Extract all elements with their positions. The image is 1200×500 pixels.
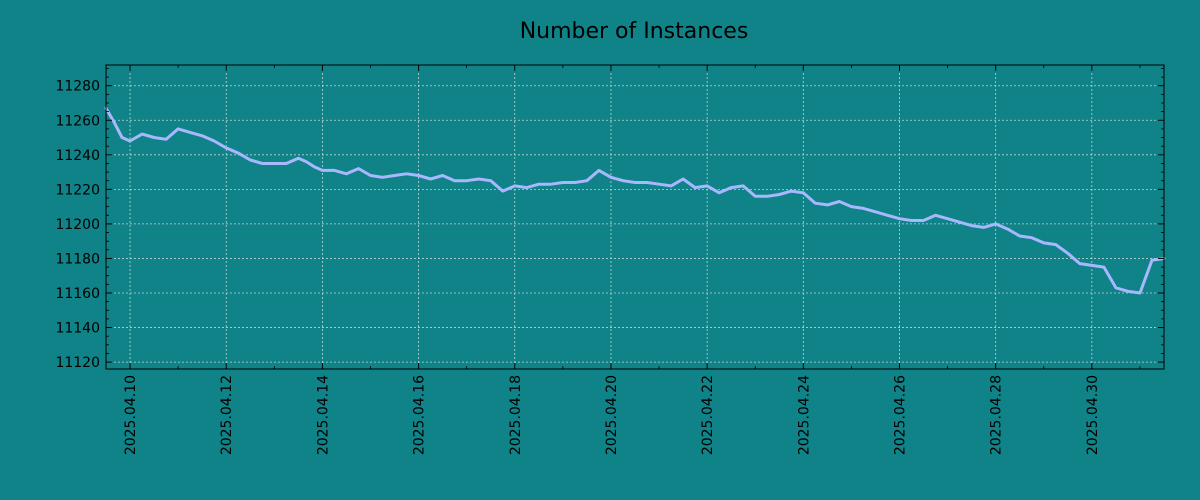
x-axis-tick-labels: 2025.04.10 2025.04.12 2025.04.14 2025.04.16… [123, 375, 1101, 455]
x-tick-label: 2025.04.12 [219, 375, 235, 455]
x-tick-label: 2025.04.30 [1085, 375, 1101, 455]
x-tick-label: 2025.04.24 [796, 375, 812, 455]
axis-ticks [106, 65, 1164, 369]
y-tick-label: 11220 [55, 182, 100, 198]
x-tick-label: 2025.04.14 [315, 375, 331, 455]
y-tick-label: 11200 [55, 217, 100, 233]
x-tick-label: 2025.04.26 [893, 375, 909, 455]
y-tick-label: 11160 [55, 286, 100, 302]
y-axis-tick-labels: 11120 11140 11160 11180 11200 11220 11240 11260… [55, 79, 100, 371]
y-tick-label: 11180 [55, 251, 100, 267]
plot-area-frame [105, 64, 1165, 370]
series-layer [104, 106, 1166, 295]
chart-title: Number of Instances [520, 19, 749, 44]
y-tick-label: 11260 [55, 113, 100, 129]
series-line-0 [104, 106, 1166, 295]
y-tick-label: 11280 [55, 79, 100, 95]
x-tick-label: 2025.04.16 [412, 375, 428, 455]
y-tick-label: 11120 [55, 355, 100, 371]
x-tick-label: 2025.04.22 [700, 375, 716, 455]
y-tick-label: 11140 [55, 321, 100, 337]
y-tick-label: 11240 [55, 148, 100, 164]
x-tick-label: 2025.04.20 [604, 375, 620, 455]
x-tick-label: 2025.04.28 [989, 375, 1005, 455]
x-tick-label: 2025.04.10 [123, 375, 139, 455]
x-tick-label: 2025.04.18 [508, 375, 524, 455]
grid-lines [106, 65, 1164, 369]
